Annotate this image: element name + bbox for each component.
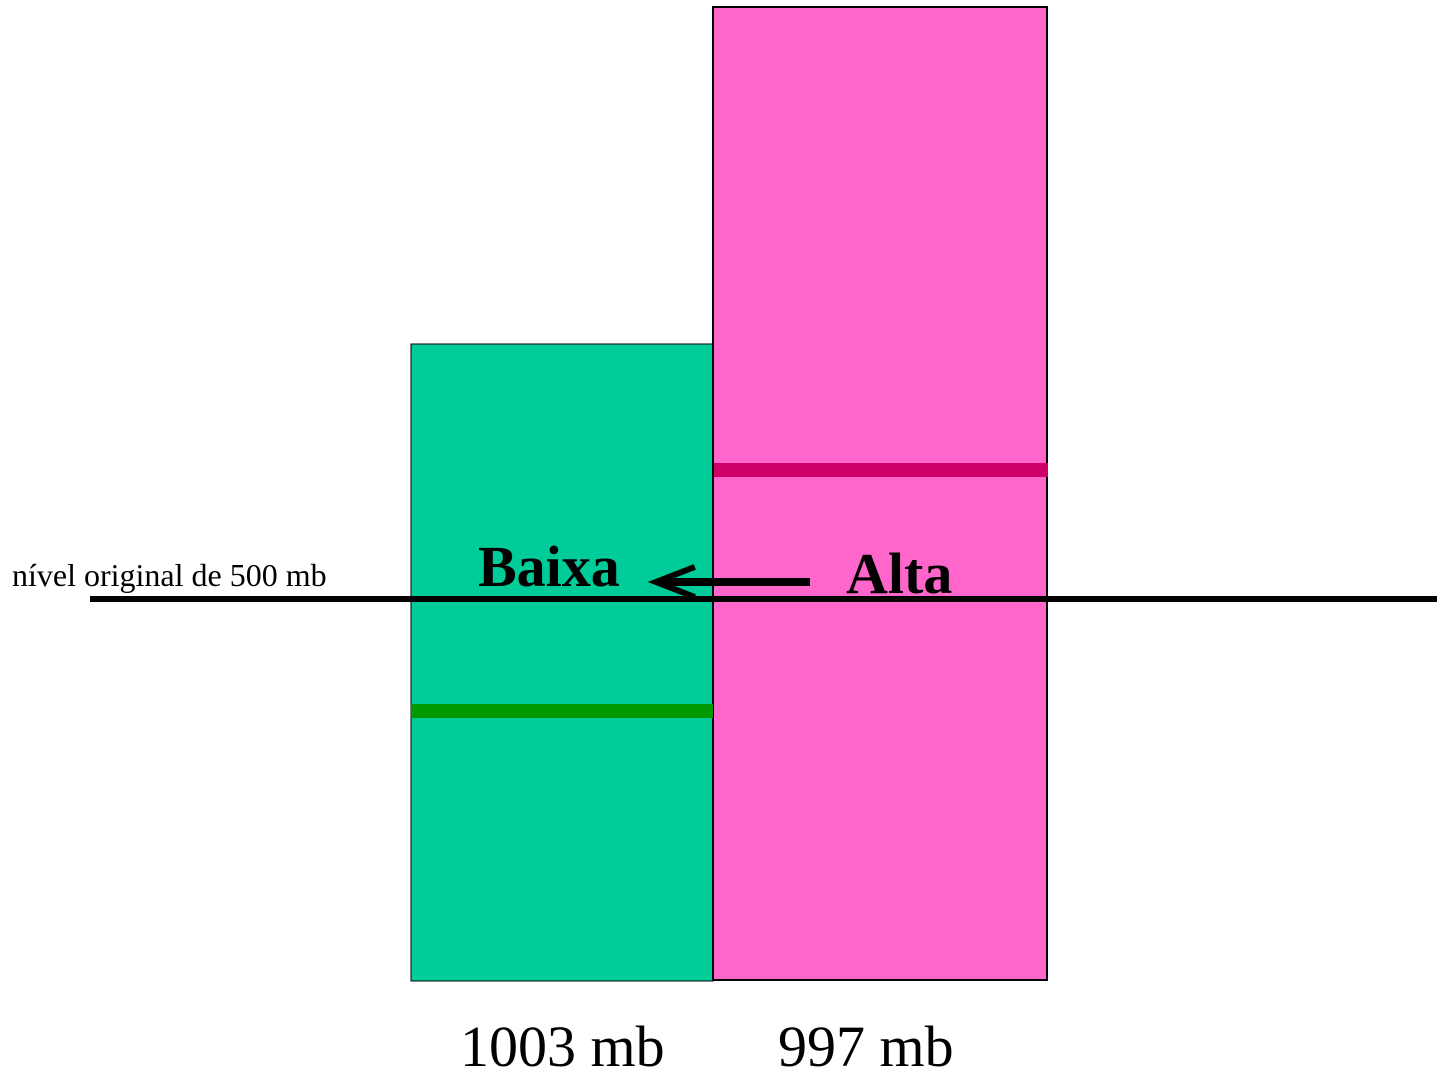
left-column-surface-pressure: 1003 mb — [460, 1014, 665, 1079]
original-level-label: nível original de 500 mb — [12, 557, 327, 593]
low-pressure-label: Baixa — [478, 534, 620, 599]
high-pressure-label: Alta — [846, 541, 953, 606]
left-air-column — [410, 343, 714, 982]
pressure-gradient-arrow-head — [647, 564, 696, 600]
right-air-column — [712, 6, 1048, 981]
right-column-surface-pressure: 997 mb — [778, 1014, 954, 1079]
